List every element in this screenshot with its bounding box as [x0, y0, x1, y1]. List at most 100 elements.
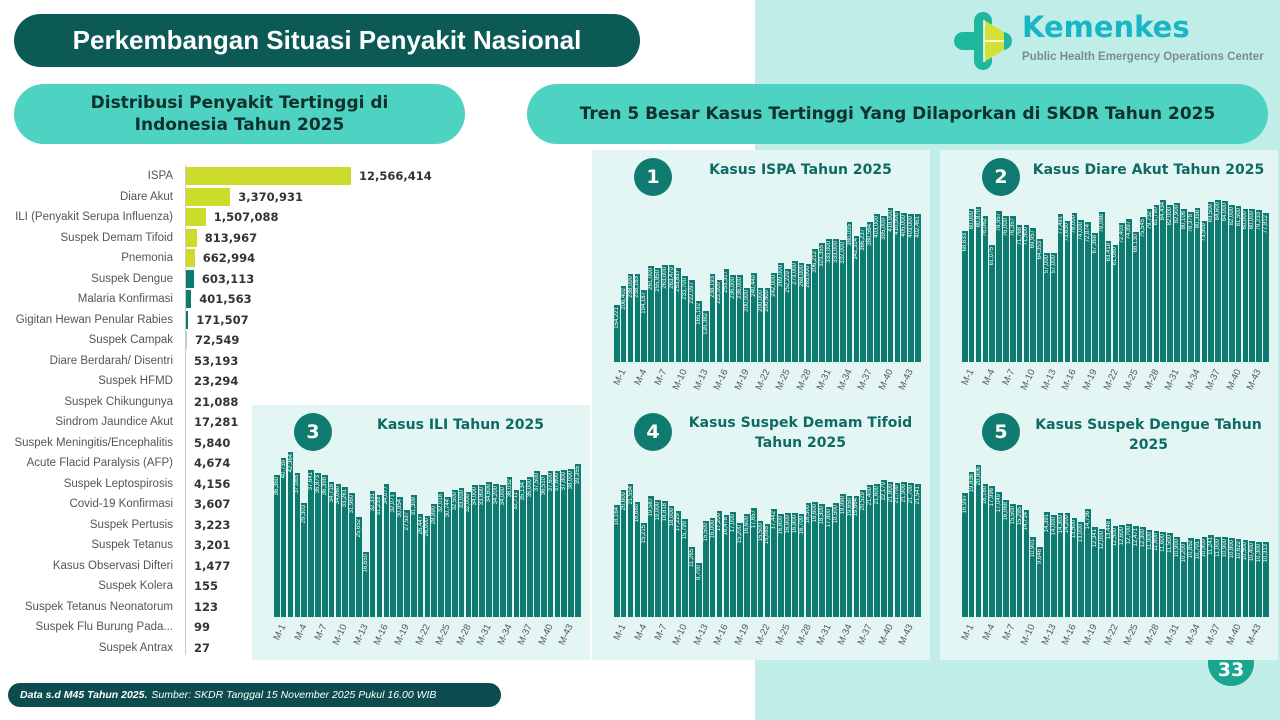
- bar: [186, 269, 194, 288]
- data-label: 10,901: [1030, 539, 1037, 558]
- bar: [627, 274, 634, 362]
- bar: [723, 268, 730, 362]
- x-tick-label: M-28: [1142, 622, 1162, 647]
- bar: [1222, 537, 1228, 617]
- data-label: 255,850: [654, 269, 661, 292]
- bar-value-label: 662,994: [202, 251, 256, 265]
- x-tick-label: M-31: [814, 622, 834, 647]
- data-label: 37,065: [294, 474, 301, 493]
- x-tick-label: M-13: [351, 622, 371, 647]
- bar: [778, 514, 784, 617]
- bar: [1228, 204, 1235, 362]
- x-tick-label: M-10: [1018, 622, 1039, 647]
- bar: [1078, 522, 1084, 617]
- x-tick-label: M-25: [433, 622, 453, 647]
- bar: [1064, 221, 1071, 362]
- bar: [1092, 526, 1098, 617]
- bar-category-label: Suspek Pertusis: [89, 518, 173, 531]
- bar: [1078, 220, 1084, 362]
- bar: [771, 272, 778, 362]
- bar: [1146, 530, 1153, 617]
- x-tick-label: M-37: [1203, 367, 1223, 392]
- bar: [568, 468, 574, 617]
- data-label: 82,000: [1228, 206, 1235, 226]
- bar: [1181, 542, 1187, 617]
- data-label: 11,800: [1153, 532, 1160, 551]
- bar: [880, 480, 887, 617]
- bar: [335, 484, 342, 617]
- bar: [846, 221, 853, 362]
- data-label: 79,233: [1256, 212, 1263, 231]
- bar: [404, 509, 410, 617]
- x-tick-label: M-37: [1203, 622, 1223, 647]
- data-label: 10,313: [1262, 543, 1269, 563]
- data-label: 19,650: [846, 497, 853, 516]
- bar: [1003, 499, 1009, 617]
- bar: [186, 331, 187, 349]
- bar: [661, 265, 668, 362]
- bar-value-label: 3,370,931: [238, 189, 303, 204]
- bar: [846, 495, 853, 617]
- bar: [791, 261, 798, 362]
- data-label: 21,600: [873, 485, 880, 504]
- data-label: 165,192: [695, 303, 702, 325]
- bar-row: Suspek Pertusis 3,223: [0, 515, 440, 535]
- x-tick-label: M-19: [1080, 622, 1100, 647]
- data-label: 33,000: [458, 490, 465, 509]
- data-label: 12,700: [1126, 526, 1133, 545]
- x-tick-label: M-19: [732, 622, 752, 647]
- data-label: 236,000: [737, 277, 744, 299]
- data-label: 16,700: [798, 515, 805, 535]
- data-label: 32,500: [451, 492, 458, 511]
- data-label: 16,997: [961, 494, 968, 514]
- data-label: 80,000: [1242, 210, 1249, 230]
- data-label: 18,164: [613, 506, 620, 526]
- data-label: 240,440: [750, 275, 757, 298]
- chart-number-badge: 3: [294, 413, 332, 451]
- data-label: 15,500: [1009, 505, 1016, 525]
- data-label: 403,000: [873, 215, 880, 238]
- bar-row: Suspek Dengue 603,113: [0, 269, 440, 289]
- x-tick-label: M-22: [1101, 622, 1121, 647]
- x-tick-label: M-25: [773, 367, 793, 392]
- bar: [915, 213, 921, 362]
- bar: [634, 274, 641, 362]
- bar: [962, 230, 968, 362]
- x-tick-label: M-19: [732, 367, 752, 392]
- x-tick-label: M-40: [876, 367, 896, 392]
- data-label: 78,086: [1098, 214, 1105, 233]
- x-tick-label: M-4: [632, 367, 650, 388]
- data-label: 402,461: [914, 215, 921, 238]
- data-label: 16,800: [791, 515, 798, 534]
- x-tick-label: M-22: [753, 367, 773, 392]
- bar: [962, 492, 968, 617]
- x-tick-label: M-16: [1060, 367, 1080, 392]
- data-label: 17,657: [750, 509, 757, 529]
- x-tick-label: M-4: [980, 622, 998, 643]
- x-tick-label: M-1: [271, 622, 289, 643]
- bar: [280, 458, 287, 617]
- bar: [520, 480, 527, 617]
- x-tick-label: M-1: [959, 367, 977, 388]
- bar: [1030, 228, 1037, 362]
- bar: [417, 513, 424, 617]
- x-tick-label: M-10: [670, 367, 691, 392]
- bar: [383, 484, 390, 617]
- data-label: 238,193: [709, 276, 716, 298]
- bar: [1009, 215, 1016, 362]
- bar-row: Malaria Konfirmasi 401,563: [0, 289, 440, 309]
- x-tick-label: M-40: [1224, 622, 1244, 647]
- footer-text: Sumber: SKDR Tanggal 15 November 2025 Pu…: [151, 689, 437, 701]
- data-label: 16,000: [709, 520, 716, 539]
- bar: [853, 235, 860, 362]
- bar-category-label: Suspek Demam Tifoid: [60, 231, 174, 244]
- data-label: 37,800: [561, 471, 568, 491]
- bar: [301, 502, 308, 617]
- bar: [1044, 511, 1050, 617]
- data-label: 15,085: [764, 525, 771, 545]
- x-tick-label: M-34: [1183, 367, 1203, 392]
- chart-number-badge: 1: [634, 158, 672, 196]
- chart-panel-ispa: 1 Kasus ISPA Tahun 2025 154,221 M-1 206,402 2…: [592, 150, 930, 405]
- footer-bold: Data s.d M45 Tahun 2025.: [20, 689, 148, 701]
- bar: [668, 505, 675, 617]
